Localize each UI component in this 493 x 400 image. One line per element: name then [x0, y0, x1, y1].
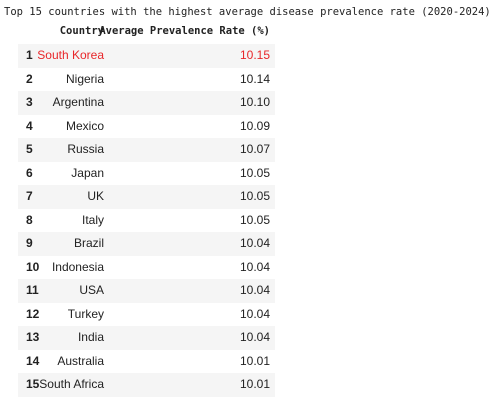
row-index: 2: [26, 71, 33, 86]
table-row: 4 Mexico 10.09: [18, 115, 275, 139]
column-header: Average Prevalence Rate (%): [99, 25, 270, 37]
table-row: 10 Indonesia 10.04: [18, 256, 275, 280]
row-index: 4: [26, 118, 33, 133]
table-row: 14 Australia 10.01: [18, 350, 275, 374]
row-index: 14: [26, 353, 40, 368]
table-row: 3 Argentina 10.10: [18, 91, 275, 115]
table-row: 5 Russia 10.07: [18, 138, 275, 162]
row-index: 10: [26, 259, 40, 274]
country-cell: Brazil: [73, 236, 104, 250]
table-row: 15 South Africa 10.01: [18, 373, 275, 397]
country-cell: India: [77, 330, 104, 344]
rate-cell: 10.05: [239, 189, 270, 203]
rate-cell: 10.01: [239, 353, 270, 368]
rate-cell: 10.14: [239, 71, 270, 86]
country-cell: Argentina: [52, 95, 104, 109]
rate-cell: 10.01: [239, 377, 270, 391]
column-header: Country: [59, 25, 104, 37]
row-index: 15: [26, 377, 40, 391]
country-cell: Japan: [71, 165, 104, 180]
table-row: 12 Turkey 10.04: [18, 303, 275, 327]
rate-cell: 10.05: [239, 212, 270, 227]
rate-cell: 10.04: [239, 259, 270, 274]
table-row: 9 Brazil 10.04: [18, 232, 275, 256]
country-cell: Nigeria: [65, 71, 104, 86]
country-cell: South Korea: [37, 48, 104, 62]
country-cell: Australia: [57, 353, 104, 368]
table-row: 13 India 10.04: [18, 326, 275, 350]
table-row: 2 Nigeria 10.14: [18, 68, 275, 92]
row-index: 7: [26, 189, 33, 203]
country-cell: USA: [79, 283, 104, 297]
row-index: 11: [26, 283, 39, 297]
row-index: 9: [26, 236, 33, 250]
rate-cell: 10.10: [239, 95, 270, 109]
row-index: 13: [26, 330, 40, 344]
row-index: 5: [26, 142, 33, 156]
row-index: 3: [26, 95, 33, 109]
rate-cell: 10.04: [239, 330, 270, 344]
country-cell: Mexico: [65, 118, 104, 133]
rate-cell: 10.05: [239, 165, 270, 180]
country-cell: Italy: [81, 212, 104, 227]
country-cell: South Africa: [39, 377, 104, 391]
rate-cell: 10.04: [239, 306, 270, 321]
table-row: 7 UK 10.05: [18, 185, 275, 209]
table-row: 1 South Korea 10.15: [18, 44, 275, 68]
rate-cell: 10.15: [239, 48, 270, 62]
row-index: 12: [26, 306, 40, 321]
row-index: 1: [26, 48, 33, 62]
row-index: 8: [26, 212, 33, 227]
rate-cell: 10.04: [239, 283, 270, 297]
country-cell: Russia: [67, 142, 104, 156]
table-row: 6 Japan 10.05: [18, 162, 275, 186]
table-row: 11 USA 10.04: [18, 279, 275, 303]
rate-cell: 10.04: [239, 236, 270, 250]
table-row: 8 Italy 10.05: [18, 209, 275, 233]
rate-cell: 10.07: [239, 142, 270, 156]
country-cell: UK: [87, 189, 104, 203]
output-title: Top 15 countries with the highest averag…: [4, 6, 493, 18]
row-index: 6: [26, 165, 33, 180]
rate-cell: 10.09: [239, 118, 270, 133]
country-cell: Indonesia: [51, 259, 104, 274]
country-cell: Turkey: [67, 306, 104, 321]
